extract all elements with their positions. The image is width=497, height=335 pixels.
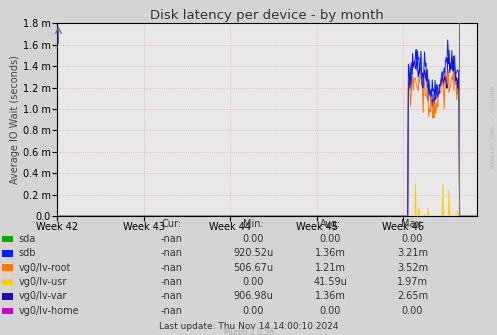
Text: 41.59u: 41.59u [314, 277, 347, 287]
Text: 906.98u: 906.98u [234, 291, 273, 302]
Text: Min:: Min: [243, 219, 264, 229]
Text: sda: sda [18, 234, 36, 244]
Text: 1.36m: 1.36m [315, 291, 346, 302]
Text: Max:: Max: [401, 219, 424, 229]
Text: vg0/lv-home: vg0/lv-home [18, 306, 79, 316]
Text: 3.21m: 3.21m [397, 248, 428, 258]
Text: 920.52u: 920.52u [234, 248, 273, 258]
Text: -nan: -nan [161, 277, 182, 287]
Text: 0.00: 0.00 [402, 306, 423, 316]
Text: 3.52m: 3.52m [397, 263, 428, 273]
Text: 0.00: 0.00 [320, 306, 341, 316]
Text: 1.36m: 1.36m [315, 248, 346, 258]
Text: -nan: -nan [161, 306, 182, 316]
Text: vg0/lv-usr: vg0/lv-usr [18, 277, 67, 287]
Text: 0.00: 0.00 [402, 234, 423, 244]
Text: 2.65m: 2.65m [397, 291, 428, 302]
Text: vg0/lv-var: vg0/lv-var [18, 291, 67, 302]
Text: -nan: -nan [161, 248, 182, 258]
Text: 0.00: 0.00 [243, 234, 264, 244]
Text: 1.97m: 1.97m [397, 277, 428, 287]
Text: 0.00: 0.00 [320, 234, 341, 244]
Text: -nan: -nan [161, 263, 182, 273]
Text: 506.67u: 506.67u [234, 263, 273, 273]
Text: RRDTOOL / TOBI OETIKER: RRDTOOL / TOBI OETIKER [489, 86, 494, 169]
Text: Avg:: Avg: [320, 219, 341, 229]
Text: vg0/lv-root: vg0/lv-root [18, 263, 71, 273]
Text: 0.00: 0.00 [243, 277, 264, 287]
Text: sdb: sdb [18, 248, 36, 258]
Y-axis label: Average IO Wait (seconds): Average IO Wait (seconds) [10, 55, 20, 184]
Text: 0.00: 0.00 [243, 306, 264, 316]
Text: -nan: -nan [161, 234, 182, 244]
Text: 1.21m: 1.21m [315, 263, 346, 273]
Text: -nan: -nan [161, 291, 182, 302]
Title: Disk latency per device - by month: Disk latency per device - by month [150, 9, 384, 22]
Text: Last update: Thu Nov 14 14:00:10 2024: Last update: Thu Nov 14 14:00:10 2024 [159, 322, 338, 331]
Text: Munin 2.0.56: Munin 2.0.56 [224, 329, 273, 335]
Text: Cur:: Cur: [162, 219, 181, 229]
